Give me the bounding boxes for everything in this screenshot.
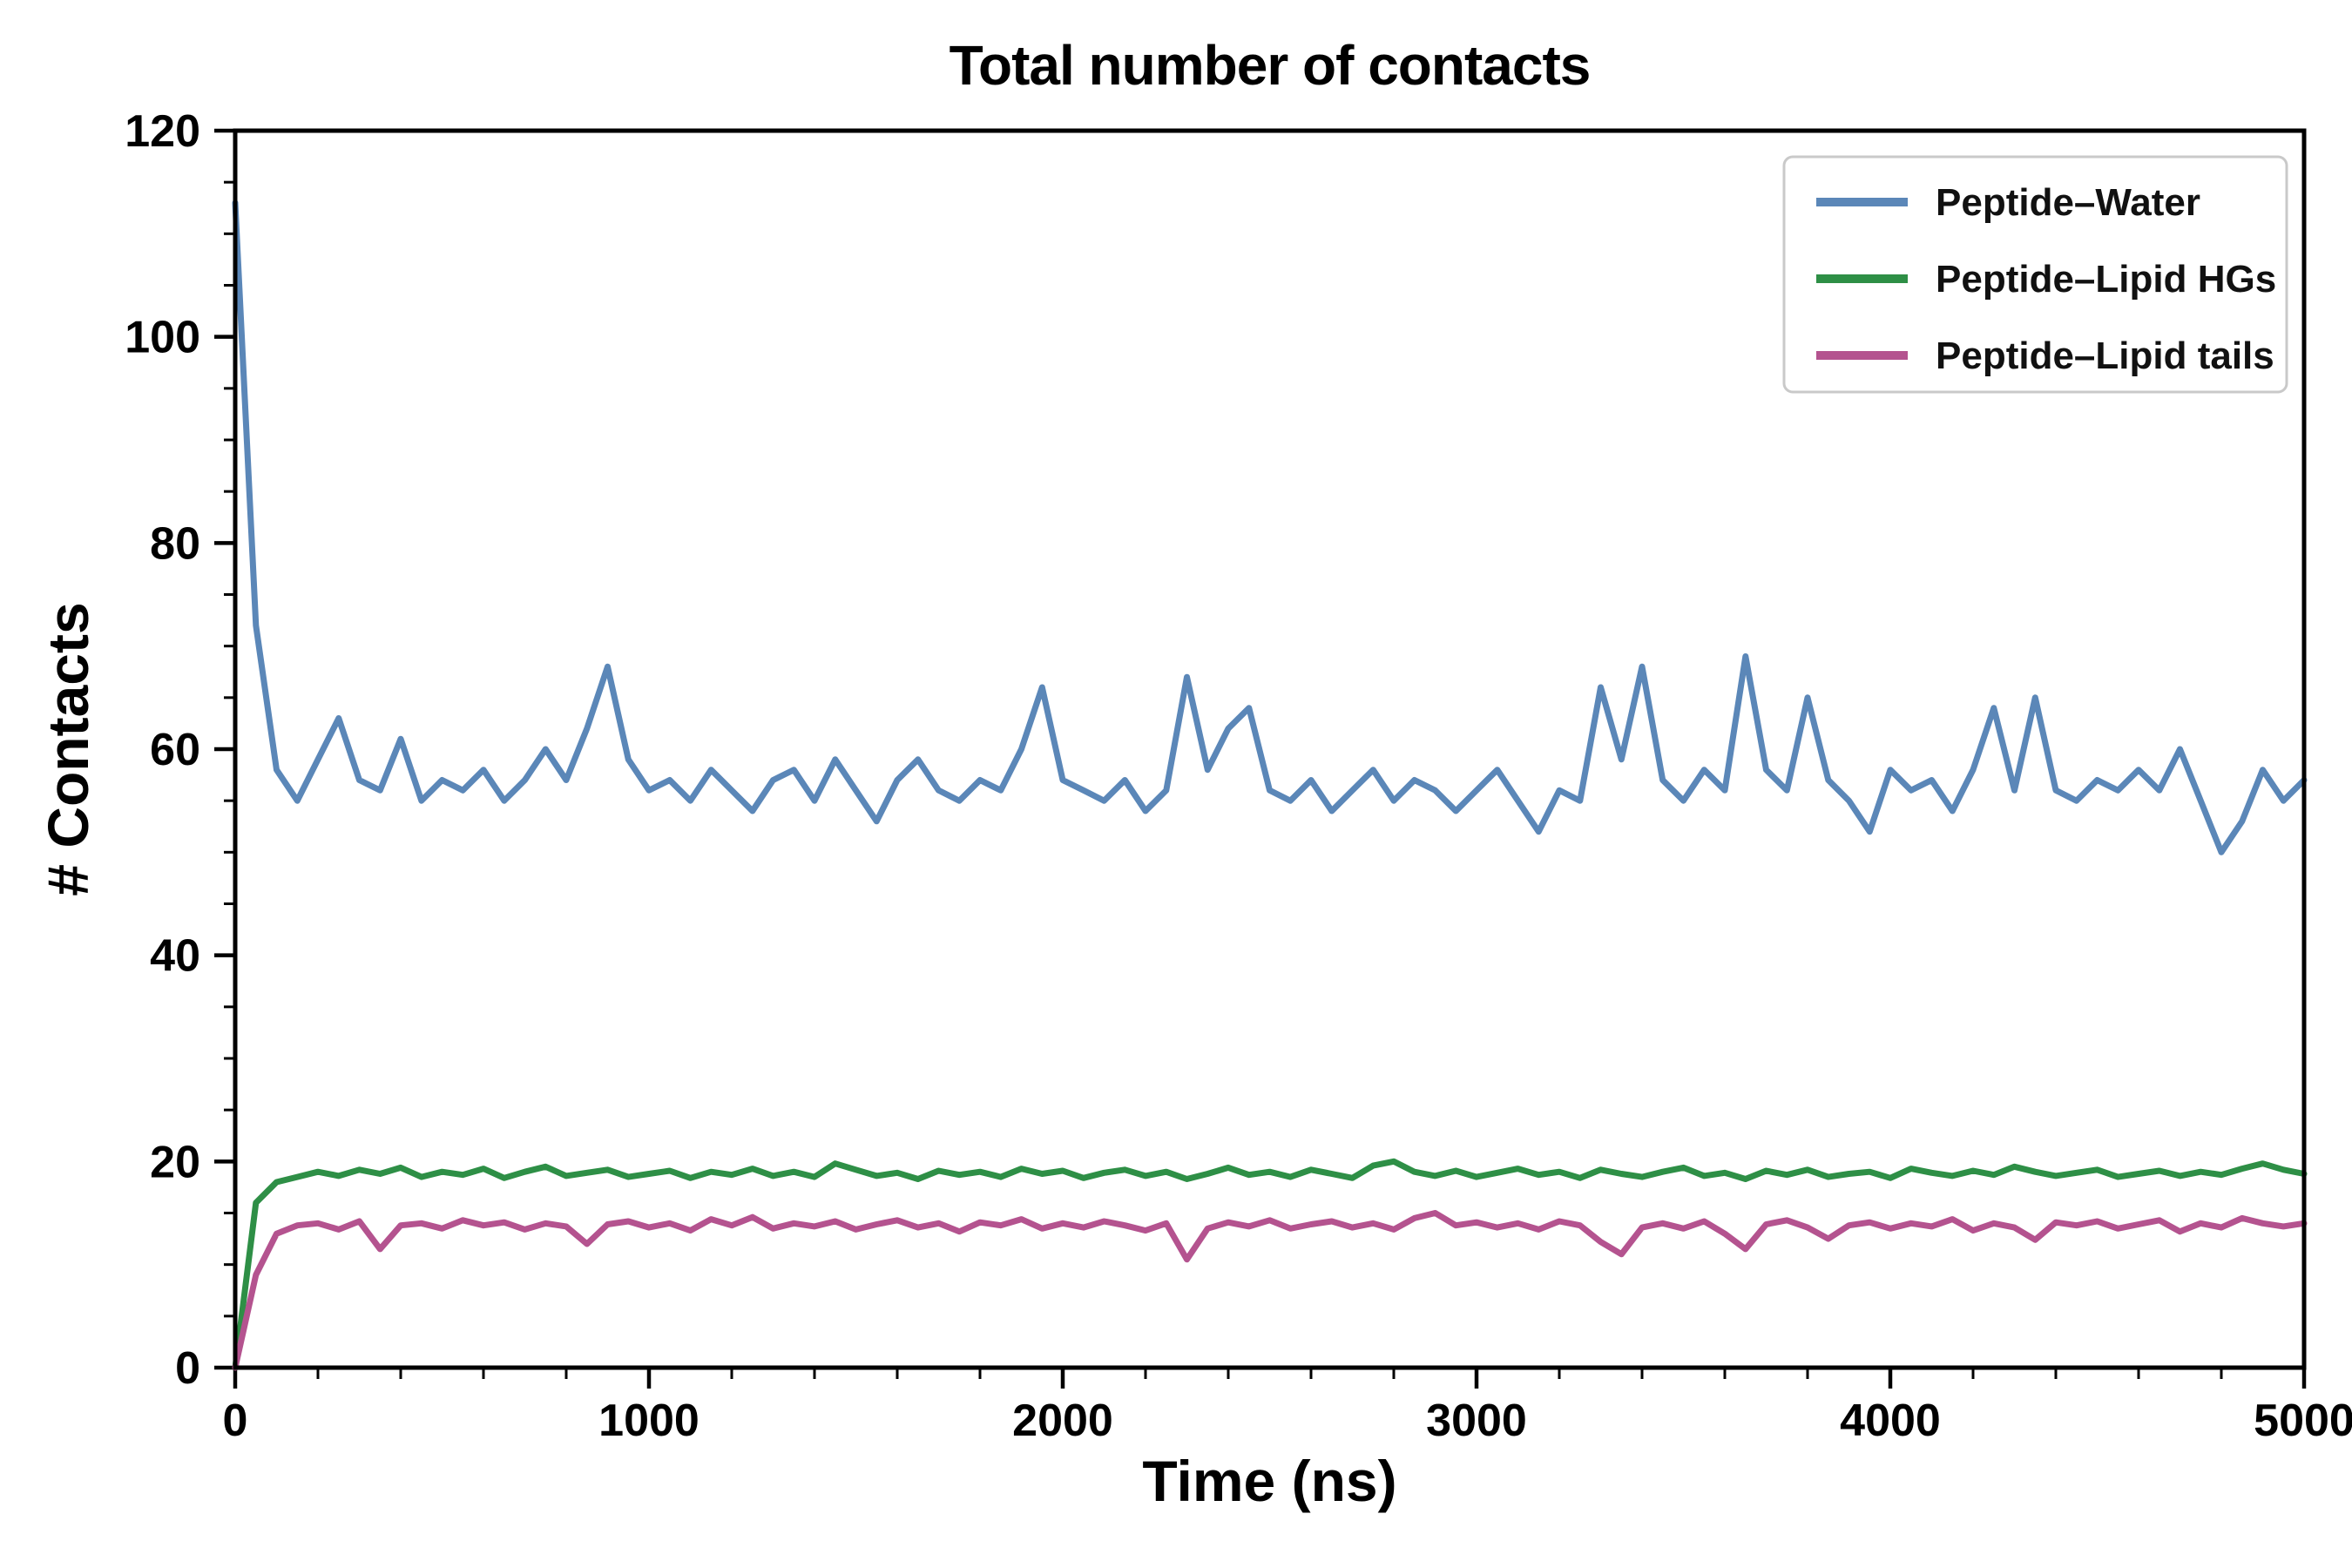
y-tick-label: 60	[150, 725, 200, 775]
x-tick-label: 3000	[1426, 1396, 1527, 1446]
x-tick-label: 0	[223, 1396, 248, 1446]
legend-item: Peptide–Water	[1816, 181, 2200, 224]
x-tick-label: 4000	[1840, 1396, 1941, 1446]
y-tick-label: 20	[150, 1137, 200, 1187]
legend-label: Peptide–Lipid HGs	[1936, 258, 2276, 301]
legend-label: Peptide–Water	[1936, 181, 2200, 224]
x-axis-label: Time (ns)	[1142, 1449, 1397, 1513]
series-line-1	[232, 1158, 2308, 1371]
y-tick-label: 40	[150, 931, 200, 982]
plot-border	[233, 128, 2307, 1370]
x-tick-label: 2000	[1012, 1396, 1113, 1446]
y-tick-label: 80	[150, 518, 200, 569]
series-line-0	[232, 199, 2308, 855]
y-axis-label: # Contacts	[36, 602, 100, 896]
x-tick-label: 5000	[2254, 1396, 2352, 1446]
y-tick-label: 100	[125, 313, 200, 363]
x-tick-label: 1000	[598, 1396, 700, 1446]
chart-title: Total number of contacts	[949, 34, 1592, 97]
legend-item: Peptide–Lipid HGs	[1816, 258, 2276, 301]
y-tick-label: 0	[175, 1343, 200, 1394]
series-line-2	[232, 1210, 2308, 1371]
legend-box	[1782, 155, 2288, 394]
legend: Peptide–Water Peptide–Lipid HGs Peptide–Li…	[1782, 155, 2288, 394]
legend-label: Peptide–Lipid tails	[1936, 335, 2274, 377]
y-tick-label: 120	[125, 106, 200, 157]
legend-item: Peptide–Lipid tails	[1816, 335, 2274, 377]
